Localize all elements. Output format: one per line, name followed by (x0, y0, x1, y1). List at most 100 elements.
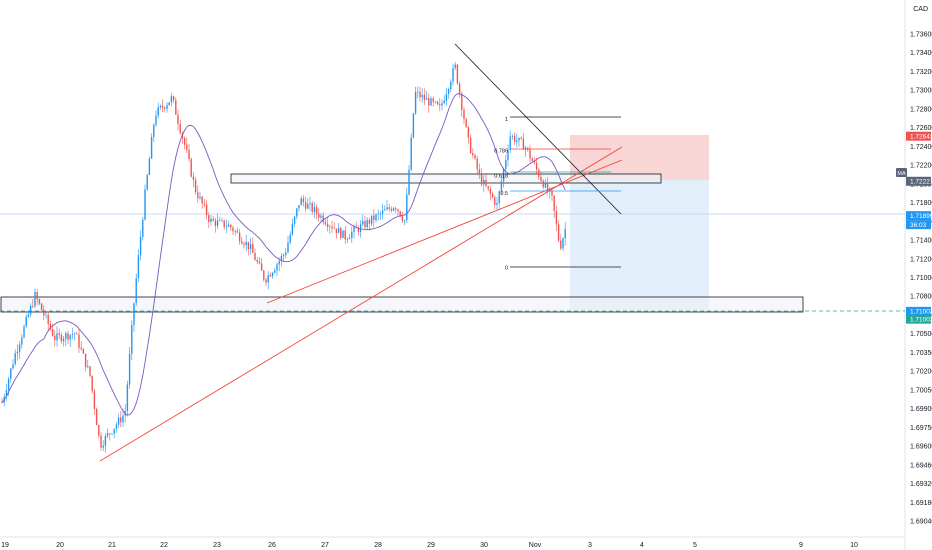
y-tick-label: 1.73000 (910, 88, 932, 95)
y-axis-ticks: 1.73600 1.73400 1.73200 1.73000 1.72800 1.726… (910, 32, 932, 526)
candle-down (340, 226, 342, 241)
y-tick-label: 1.70350 (910, 350, 932, 357)
candle-up (285, 247, 287, 259)
candle-up (370, 215, 373, 227)
candle-up (516, 133, 518, 148)
candle-down (47, 311, 49, 331)
candle-up (502, 167, 505, 188)
candle-down (542, 179, 544, 190)
candle-up (296, 207, 298, 220)
candle-up (148, 156, 151, 176)
candle-down (428, 93, 430, 113)
fib-retracement[interactable] (510, 116, 621, 268)
x-tick-label: 23 (213, 542, 221, 549)
candle-up (234, 229, 236, 236)
candle-up (155, 110, 157, 128)
reward-zone[interactable] (570, 180, 709, 310)
candle-up (366, 217, 368, 231)
candle-down (318, 207, 320, 223)
candle-down (476, 155, 478, 176)
candle-down (335, 228, 338, 239)
x-tick-label: 21 (108, 542, 116, 549)
candle-down (489, 186, 492, 201)
candle-down (197, 185, 199, 203)
candle-up (146, 173, 148, 191)
risk-zone[interactable] (570, 135, 709, 180)
candle-up (381, 204, 384, 220)
candle-up (509, 130, 511, 154)
candle-down (161, 99, 164, 112)
candle-down (344, 226, 346, 244)
candle-up (307, 198, 309, 210)
candle-down (465, 117, 467, 128)
candle-down (243, 241, 245, 249)
candle-down (49, 320, 52, 331)
y-tick-label: 1.69320 (910, 481, 932, 488)
candle-up (408, 164, 410, 196)
y-tick-label: 1.69750 (910, 425, 932, 432)
candle-up (71, 327, 74, 340)
candle-down (373, 209, 375, 228)
candle-down (551, 189, 553, 201)
y-tick-label: 1.73600 (910, 32, 932, 39)
candle-down (78, 329, 80, 353)
fib-level-label: 0.5 (500, 191, 508, 197)
candle-down (190, 157, 192, 178)
y-tick-label: 1.71200 (910, 256, 932, 263)
support-zone[interactable] (0, 296, 804, 313)
x-tick-label: 29 (427, 542, 435, 549)
candles (1, 62, 566, 453)
candle-up (362, 214, 364, 227)
candle-up (412, 112, 415, 139)
candle-down (212, 215, 214, 222)
candle-down (467, 126, 470, 144)
candle-down (109, 432, 111, 441)
trendline-major[interactable] (99, 146, 623, 462)
candle-up (564, 222, 566, 246)
candle-down (60, 332, 63, 344)
candle-up (219, 216, 221, 222)
resistance-zone[interactable] (230, 173, 662, 184)
price-tag: 1.71899 (906, 211, 932, 221)
candle-down (324, 218, 327, 226)
price-tag: 36:03 (906, 220, 931, 230)
currency-label: CAD (913, 6, 928, 13)
candle-down (311, 200, 313, 215)
candle-up (23, 324, 25, 339)
candle-up (287, 236, 289, 254)
candle-down (401, 211, 404, 224)
candle-down (263, 269, 265, 282)
candle-up (320, 212, 322, 223)
candle-up (291, 218, 294, 236)
candle-down (177, 109, 179, 131)
candle-up (353, 224, 355, 239)
candle-down (252, 237, 254, 254)
candle-down (560, 234, 562, 251)
candle-up (137, 249, 140, 283)
candle-down (183, 136, 186, 150)
candle-down (357, 225, 360, 236)
candle-up (348, 234, 351, 240)
candle-down (95, 407, 98, 426)
candle-up (65, 331, 67, 346)
fib-level-label: 0 (505, 265, 508, 271)
candle-up (73, 332, 76, 341)
candle-up (282, 253, 285, 262)
candle-up (452, 63, 454, 86)
candle-up (375, 212, 377, 223)
candle-up (122, 408, 124, 428)
descending-trendline[interactable] (454, 43, 622, 215)
candle-up (342, 230, 344, 239)
candle-down (513, 132, 516, 145)
candle-up (298, 205, 300, 212)
candle-up (507, 144, 509, 167)
candle-down (531, 156, 533, 162)
candle-up (249, 237, 252, 255)
candle-up (102, 440, 104, 452)
candle-down (469, 134, 472, 154)
candle-up (562, 236, 564, 252)
candle-up (313, 202, 316, 219)
candle-down (43, 305, 45, 321)
